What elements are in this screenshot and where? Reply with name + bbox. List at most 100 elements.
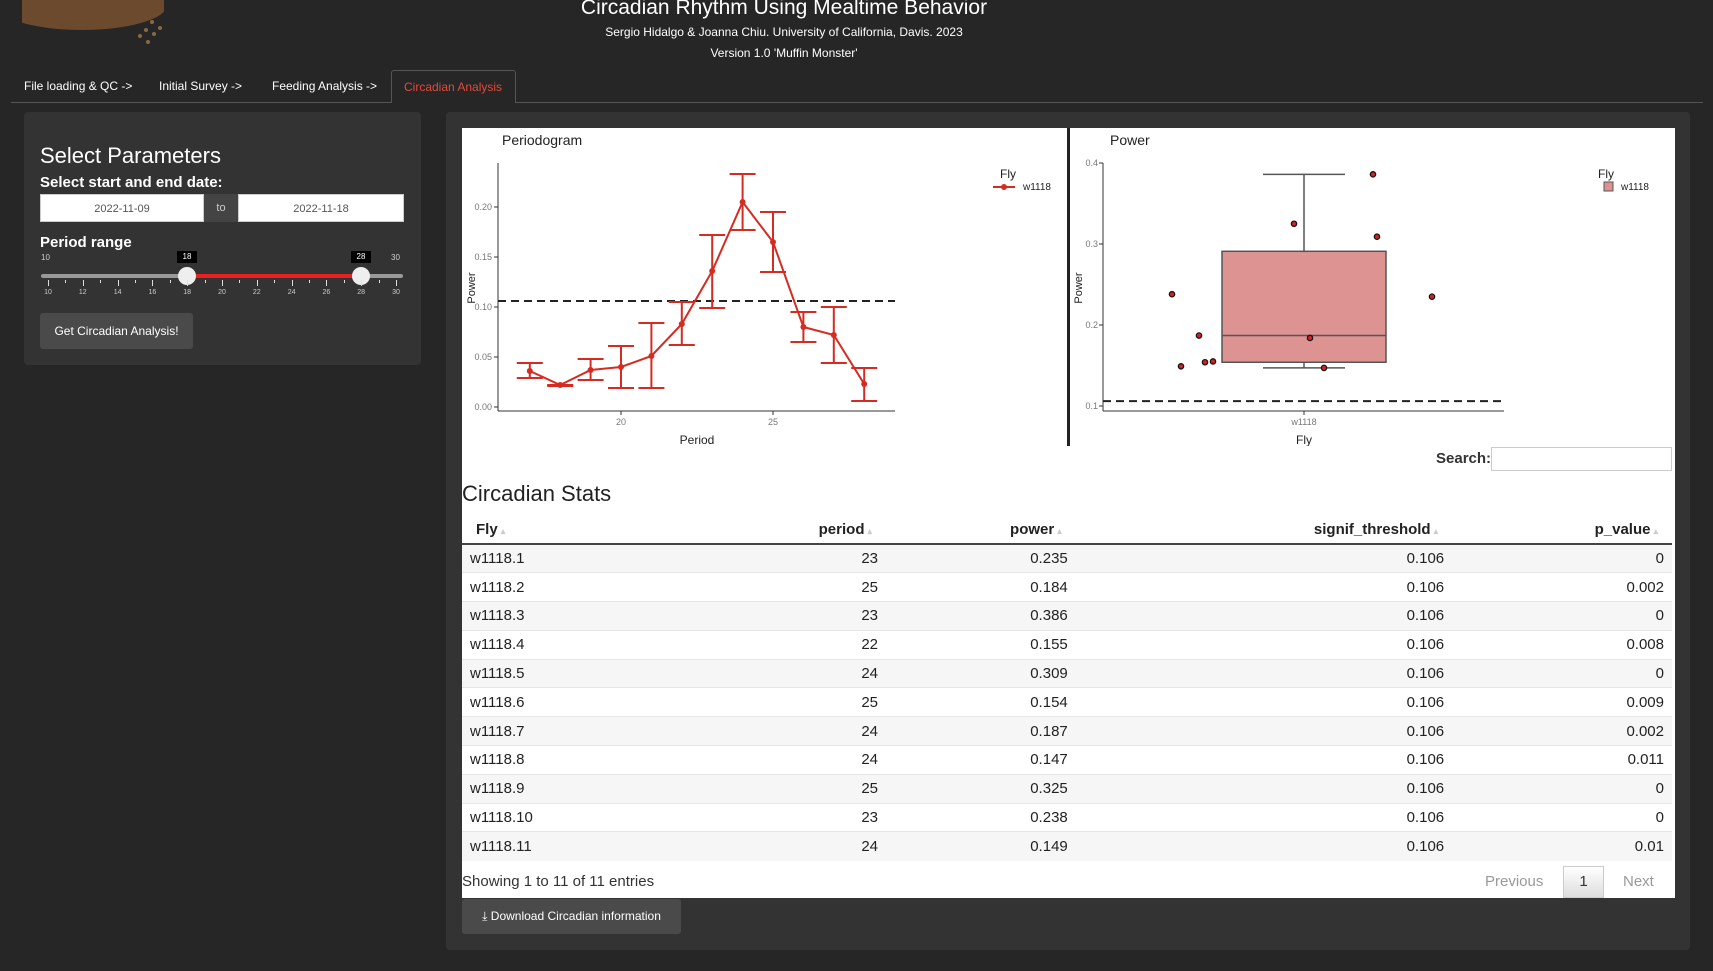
data-point (1201, 358, 1209, 366)
data-point (648, 353, 655, 359)
table-cell-signif-threshold: 0.106 (1075, 716, 1453, 746)
slider-tick (117, 280, 119, 286)
parameters-title: Select Parameters (40, 143, 221, 168)
data-point (739, 199, 746, 205)
table-cell-power: 0.187 (886, 716, 1076, 746)
data-point (770, 239, 776, 245)
table-row[interactable]: w1118.1 23 0.235 0.106 0 (462, 543, 1672, 573)
column-header-power[interactable]: power ▴ (886, 516, 1076, 545)
previous-page-button[interactable]: Previous (1485, 873, 1544, 890)
data-point (830, 332, 837, 338)
table-cell-p-value: 0 (1452, 543, 1672, 573)
table-cell-p-value: 0.008 (1452, 629, 1672, 660)
data-point (618, 364, 624, 370)
slider-tick-label: 20 (218, 289, 226, 296)
x-tick-label: 20 (616, 417, 626, 427)
x-tick-label: 25 (768, 417, 778, 427)
table-row[interactable]: w1118.6 25 0.154 0.106 0.009 (462, 687, 1672, 717)
slider-tick (48, 280, 49, 286)
app-version: Version 1.0 'Muffin Monster' (710, 46, 858, 60)
y-tick-label: 0.10 (474, 302, 492, 312)
table-cell-power: 0.235 (886, 543, 1076, 573)
table-cell-period: 25 (692, 687, 887, 717)
fly-logo (22, 0, 164, 44)
download-label: Download Circadian information (490, 909, 661, 923)
slider-tick-label: 18 (183, 289, 192, 296)
table-cell-signif-threshold: 0.106 (1075, 745, 1453, 775)
data-point (557, 382, 564, 388)
table-cell-power: 0.184 (886, 572, 1076, 602)
table-row[interactable]: w1118.4 22 0.155 0.106 0.008 (462, 629, 1672, 660)
column-header-p-value[interactable]: p_value ▴ (1452, 516, 1672, 545)
data-point (1320, 364, 1328, 372)
y-tick-label: 0.2 (1085, 320, 1098, 330)
legend-label: w1118 (1620, 182, 1649, 193)
slider-high-value: 28 (351, 251, 371, 263)
sort-icon: ▴ (867, 526, 873, 536)
data-point (1369, 171, 1377, 178)
slider-high-handle[interactable] (352, 267, 370, 285)
start-date-input[interactable]: 2022-11-09 (40, 194, 204, 222)
data-point (1306, 334, 1314, 342)
table-cell-period: 23 (692, 543, 887, 573)
end-date-input[interactable]: 2022-11-18 (238, 194, 404, 222)
y-axis-label: Power (466, 272, 478, 304)
date-separator: to (204, 194, 238, 222)
tab-circadian-analysis[interactable]: Circadian Analysis (391, 70, 516, 103)
column-header-label: signif_threshold (1313, 521, 1431, 538)
y-tick-label: 0.4 (1085, 158, 1098, 168)
legend-title: Fly (1598, 167, 1614, 181)
slider-tick (187, 280, 189, 286)
download-circadian-button[interactable]: ⤓ Download Circadian information (462, 899, 681, 934)
tab-initial-survey[interactable]: Initial Survey -> (159, 79, 243, 93)
table-row[interactable]: w1118.8 24 0.147 0.106 0.011 (462, 745, 1672, 775)
table-cell-p-value: 0.009 (1452, 687, 1672, 717)
page-1-button[interactable]: 1 (1563, 866, 1604, 898)
table-row[interactable]: w1118.11 24 0.149 0.106 0.01 (462, 831, 1672, 861)
table-row[interactable]: w1118.2 25 0.184 0.106 0.002 (462, 572, 1672, 602)
table-row[interactable]: w1118.5 24 0.309 0.106 0 (462, 658, 1672, 688)
table-cell-power: 0.386 (886, 601, 1076, 631)
plot-divider (1067, 128, 1070, 446)
table-cell-power: 0.149 (886, 831, 1076, 861)
slider-low-value: 18 (177, 251, 197, 263)
table-cell-period: 23 (692, 802, 887, 832)
slider-minor-tick (274, 280, 276, 283)
data-point (1209, 358, 1217, 365)
slider-tick (361, 280, 363, 286)
table-cell-p-value: 0 (1452, 658, 1672, 688)
table-cell-period: 23 (692, 601, 887, 631)
table-row[interactable]: w1118.10 23 0.238 0.106 0 (462, 802, 1672, 832)
slider-minor-tick (239, 280, 241, 283)
table-row[interactable]: w1118.9 25 0.325 0.106 0 (462, 773, 1672, 804)
tab-feeding-analysis[interactable]: Feeding Analysis -> (272, 79, 378, 93)
table-cell-Fly: w1118.9 (462, 773, 692, 804)
table-cell-period: 24 (692, 745, 887, 775)
y-tick-label: 0.3 (1085, 239, 1098, 249)
table-row[interactable]: w1118.7 24 0.187 0.106 0.002 (462, 716, 1672, 746)
table-cell-signif-threshold: 0.106 (1075, 543, 1453, 573)
slider-tick-label: 12 (78, 289, 87, 296)
slider-tick-label: 14 (113, 289, 122, 296)
tab-file-loading[interactable]: File loading & QC -> (24, 79, 133, 93)
search-input[interactable] (1491, 447, 1672, 471)
slider-minor-tick (343, 280, 345, 283)
table-cell-p-value: 0.002 (1452, 716, 1672, 746)
table-cell-power: 0.147 (886, 745, 1076, 775)
legend-title: Fly (1000, 167, 1016, 181)
slider-selected-range (187, 274, 361, 278)
table-cell-period: 24 (692, 716, 887, 746)
column-header-fly[interactable]: Fly ▴ (462, 516, 692, 545)
slider-tick (396, 280, 397, 286)
app-authors: Sergio Hidalgo & Joanna Chiu. University… (605, 25, 963, 39)
slider-low-handle[interactable] (178, 267, 196, 285)
get-circadian-analysis-button[interactable]: Get Circadian Analysis! (40, 313, 193, 349)
table-row[interactable]: w1118.3 23 0.386 0.106 0 (462, 601, 1672, 631)
chart-title: Power (1110, 132, 1150, 148)
y-axis-label: Power (1073, 272, 1085, 304)
slider-tick-label: 30 (392, 289, 400, 296)
table-cell-period: 25 (692, 773, 887, 804)
next-page-button[interactable]: Next (1623, 873, 1654, 890)
column-header-period[interactable]: period ▴ (692, 516, 887, 545)
column-header-signif-threshold[interactable]: signif_threshold ▴ (1075, 516, 1453, 545)
